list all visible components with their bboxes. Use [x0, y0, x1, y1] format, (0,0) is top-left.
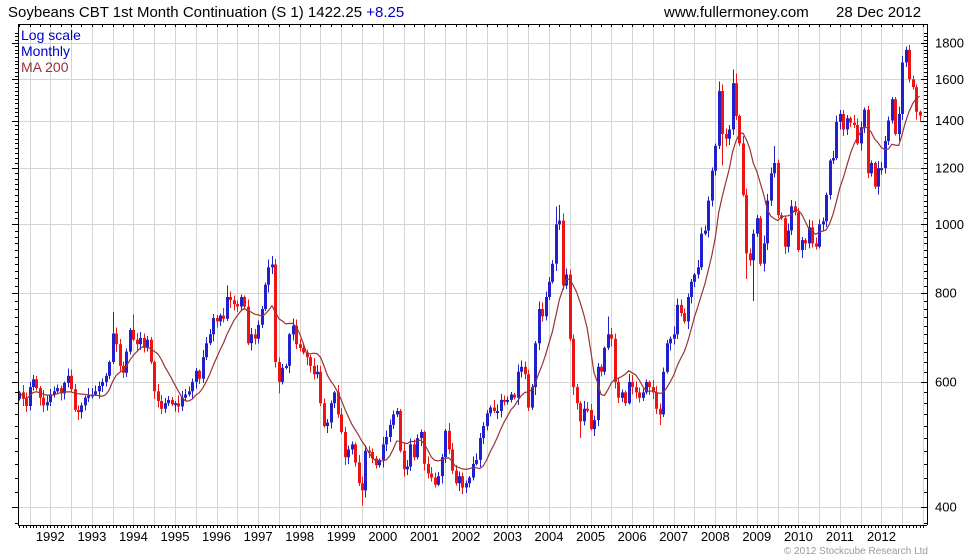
x-axis-year-label: 2003: [493, 529, 522, 544]
ma-line-layer: [18, 95, 920, 471]
y-axis-label: 400: [935, 500, 957, 515]
x-axis-year-label: 2011: [826, 529, 854, 544]
website-label: www.fullermoney.com: [664, 4, 809, 21]
x-axis-year-label: 2012: [867, 529, 896, 544]
instrument-and-price: Soybeans CBT 1st Month Continuation (S 1…: [8, 4, 367, 21]
x-axis-year-label: 2010: [784, 529, 813, 544]
legend-log-scale: Log scale: [21, 27, 81, 43]
x-axis-year-label: 1992: [36, 529, 65, 544]
legend-interval: Monthly: [21, 43, 71, 59]
grid-lines: [18, 24, 927, 525]
y-axis-label: 800: [935, 286, 957, 301]
x-axis-year-label: 1996: [202, 529, 231, 544]
x-axis-year-label: 2008: [701, 529, 730, 544]
x-axis-year-label: 1999: [327, 529, 356, 544]
x-axis-year-label: 1993: [77, 529, 106, 544]
axis-labels: 400 600 800 1000 1200 1400 1600 1800 1992 1993 199…: [36, 36, 964, 545]
date-label: 28 Dec 2012: [836, 4, 922, 21]
x-axis-year-label: 1994: [119, 529, 148, 544]
x-axis-year-label: 1995: [161, 529, 190, 544]
y-axis-label: 1200: [935, 161, 964, 176]
x-axis-year-label: 1997: [244, 529, 273, 544]
y-axis-label: 1400: [935, 113, 964, 128]
chart-title: Soybeans CBT 1st Month Continuation (S 1…: [8, 4, 404, 21]
y-axis-label: 600: [935, 374, 957, 389]
x-axis-year-label: 2002: [451, 529, 480, 544]
x-axis-year-label: 2007: [659, 529, 688, 544]
axes-and-ticks: [12, 24, 928, 528]
x-axis-year-label: 2005: [576, 529, 605, 544]
x-axis-year-label: 2000: [368, 529, 397, 544]
candles-layer: [18, 44, 922, 506]
y-axis-label: 1800: [935, 36, 964, 51]
x-axis-year-label: 2009: [742, 529, 771, 544]
x-axis-year-label: 1998: [285, 529, 314, 544]
y-axis-label: 1600: [935, 72, 964, 87]
x-axis-year-label: 2006: [618, 529, 647, 544]
x-axis-year-label: 2001: [410, 529, 439, 544]
legend-ma-200: MA 200: [21, 59, 69, 75]
y-axis-label: 1000: [935, 217, 964, 232]
price-change: +8.25: [366, 4, 405, 21]
x-axis-year-label: 2004: [535, 529, 564, 544]
copyright-notice: © 2012 Stockcube Research Ltd: [783, 546, 928, 557]
